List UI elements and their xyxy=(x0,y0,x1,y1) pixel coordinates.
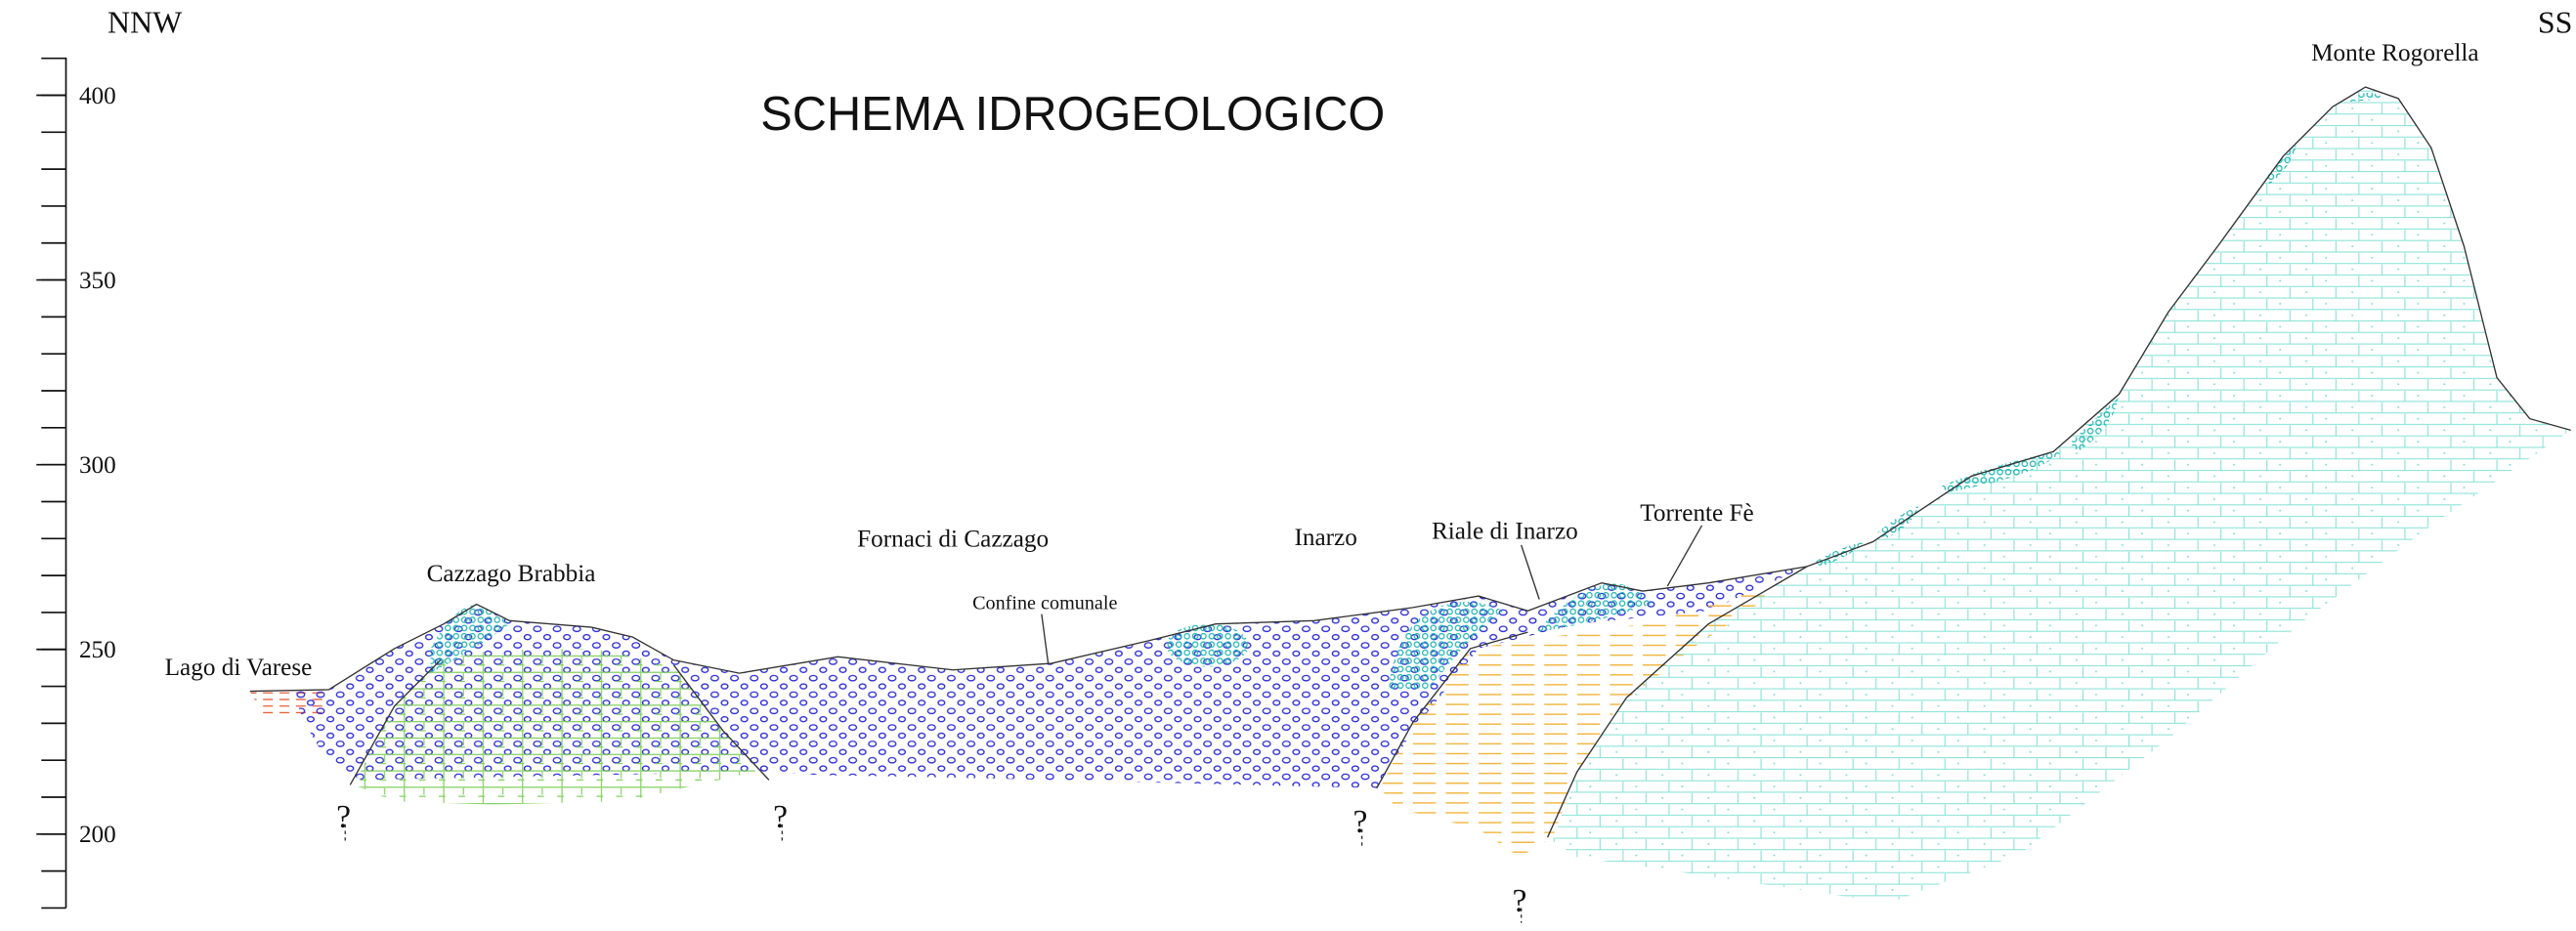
direction-label: NNW xyxy=(107,6,183,40)
title: SCHEMA IDROGEOLOGICO xyxy=(760,88,1385,141)
place-label: Lago di Varese xyxy=(165,655,313,681)
unknown-marker: ? xyxy=(336,799,351,835)
place-label: Inarzo xyxy=(1294,525,1356,551)
elevation-label: 250 xyxy=(79,637,116,663)
elevation-axis xyxy=(36,58,65,909)
limestone-unit xyxy=(1553,87,2571,903)
place-label: Riale di Inarzo xyxy=(1432,518,1578,544)
elevation-label: 300 xyxy=(79,452,116,479)
unknown-marker: ? xyxy=(1352,804,1367,840)
unknown-marker: ? xyxy=(773,799,788,835)
place-label: Confine comunale xyxy=(972,593,1117,614)
elevation-label: 200 xyxy=(79,822,116,848)
place-label: Cazzago Brabbia xyxy=(427,561,596,587)
place-label: Torrente Fè xyxy=(1640,500,1754,527)
place-label: Monte Rogorella xyxy=(2311,40,2479,66)
unknown-marker: ? xyxy=(1513,883,1527,919)
cross-section: NNW SS SCHEMA IDROGEOLOGICO Monte Rogore… xyxy=(0,0,2576,931)
uncertain-contacts xyxy=(345,825,1521,923)
elevation-label: 350 xyxy=(79,268,116,294)
page: {"title": "SCHEMA IDROGEOLOGICO", "direc… xyxy=(0,0,2576,931)
direction-label: SS xyxy=(2538,6,2573,40)
place-label: Fornaci di Cazzago xyxy=(857,527,1049,553)
elevation-label: 400 xyxy=(79,83,116,109)
